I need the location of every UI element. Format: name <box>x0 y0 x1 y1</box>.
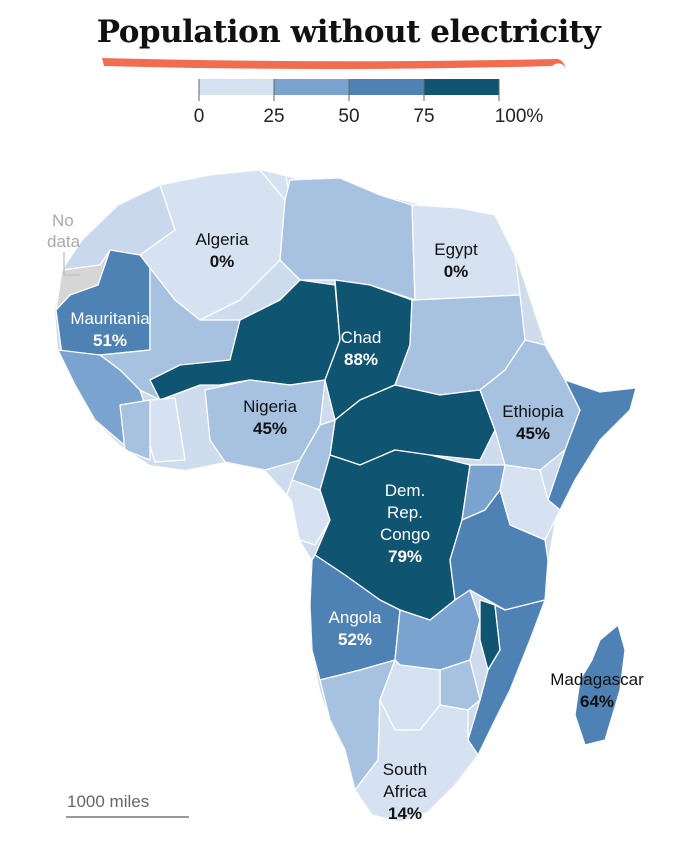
scale-label: 1000 miles <box>67 792 149 811</box>
country-name-label: Nigeria <box>243 397 297 416</box>
country-name-label: Egypt <box>434 240 478 259</box>
country-name-label: Dem. <box>385 481 426 500</box>
country-value-label: 0% <box>210 252 235 271</box>
legend: 0 25 50 75 100% <box>194 79 544 127</box>
country-value-label: 51% <box>93 331 127 350</box>
country-value-label: 88% <box>344 350 378 369</box>
no-data-line2: data <box>47 232 81 251</box>
region-somalia <box>547 379 636 511</box>
country-name-label: Ethiopia <box>502 402 564 421</box>
country-name-label: Africa <box>383 782 427 801</box>
country-value-label: 45% <box>253 419 287 438</box>
region-tanzania <box>449 489 549 611</box>
legend-swatch <box>274 79 349 95</box>
no-data-line1: No <box>52 211 74 230</box>
country-name-label: Rep. <box>387 503 423 522</box>
country-value-label: 64% <box>580 692 614 711</box>
country-value-label: 14% <box>388 804 422 823</box>
country-value-label: 52% <box>338 630 372 649</box>
country-name-label: Chad <box>341 328 382 347</box>
legend-tick-label: 25 <box>263 106 284 127</box>
legend-tick-label: 0 <box>194 106 205 127</box>
country-name-label: Algeria <box>196 230 249 249</box>
country-name-label: Mauritania <box>70 309 150 328</box>
country-name-label: South <box>383 760 427 779</box>
title-underline <box>102 58 566 69</box>
legend-swatch <box>199 79 274 95</box>
country-labels: Algeria 0% Egypt 0% Mauritania 51% Chad 88% Nige… <box>70 230 644 823</box>
no-data-callout: No data <box>47 211 81 276</box>
country-value-label: 45% <box>516 424 550 443</box>
scale-bar: 1000 miles <box>66 792 189 818</box>
country-name-label: Angola <box>329 608 382 627</box>
country-name-label: Madagascar <box>550 670 644 689</box>
map-title: Population without electricity <box>96 14 601 50</box>
region-madagascar <box>574 623 626 746</box>
legend-tick-label: 75 <box>413 106 434 127</box>
country-name-label: Congo <box>380 525 430 544</box>
country-value-label: 0% <box>444 262 469 281</box>
region-cote-divoire <box>119 399 151 461</box>
legend-tick-label: 100% <box>495 106 544 127</box>
legend-tick-label: 50 <box>338 106 359 127</box>
legend-swatch <box>424 79 499 95</box>
country-value-label: 79% <box>388 547 422 566</box>
legend-swatch <box>349 79 424 95</box>
